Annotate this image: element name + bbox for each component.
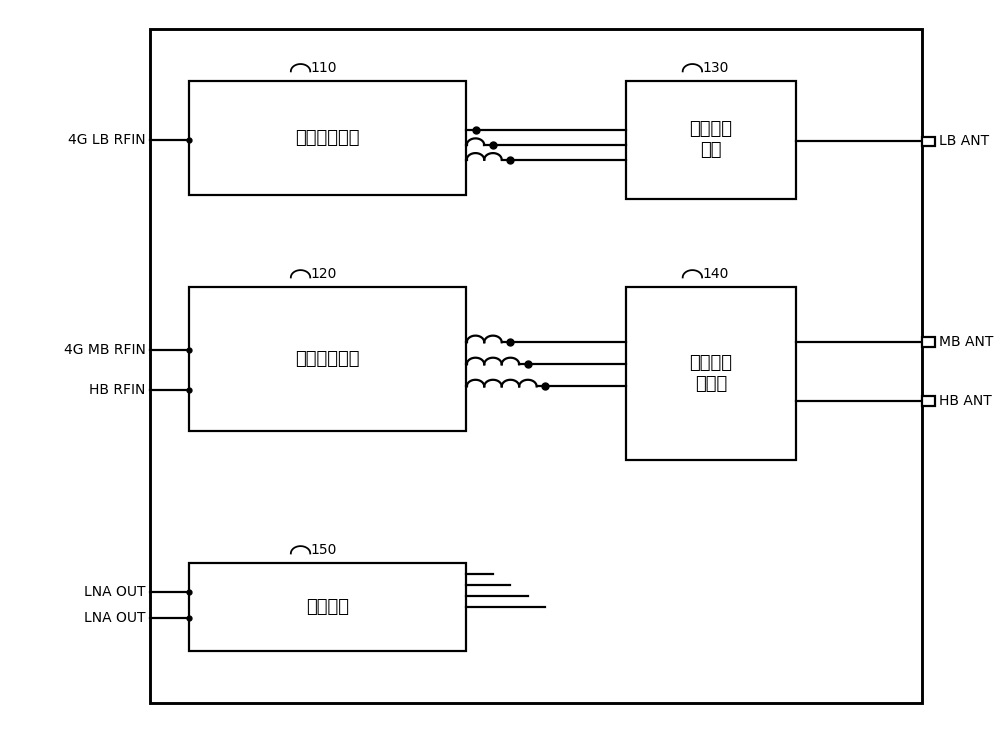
Text: HB RFIN: HB RFIN (89, 383, 146, 397)
FancyBboxPatch shape (189, 81, 466, 195)
Text: 4G LB RFIN: 4G LB RFIN (68, 132, 146, 147)
FancyBboxPatch shape (922, 337, 935, 347)
Text: 低频开关
电路: 低频开关 电路 (689, 121, 732, 159)
Text: LB ANT: LB ANT (939, 134, 989, 149)
Text: 150: 150 (310, 543, 337, 557)
FancyBboxPatch shape (626, 81, 796, 199)
Text: 4G MB RFIN: 4G MB RFIN (64, 342, 146, 357)
Text: 接收模块: 接收模块 (306, 598, 349, 616)
Text: LNA OUT: LNA OUT (84, 611, 146, 626)
FancyBboxPatch shape (150, 29, 922, 703)
FancyBboxPatch shape (626, 287, 796, 460)
Text: 中高频开
关电路: 中高频开 关电路 (689, 354, 732, 393)
FancyBboxPatch shape (922, 136, 935, 146)
Text: 110: 110 (310, 61, 337, 75)
Text: 120: 120 (310, 267, 337, 281)
Text: 140: 140 (702, 267, 728, 281)
Text: 130: 130 (702, 61, 728, 75)
Text: MB ANT: MB ANT (939, 335, 994, 350)
FancyBboxPatch shape (922, 396, 935, 406)
Text: 第二发射模块: 第二发射模块 (295, 350, 360, 368)
Text: 第一发射模块: 第一发射模块 (295, 129, 360, 147)
FancyBboxPatch shape (189, 287, 466, 431)
Text: LNA OUT: LNA OUT (84, 585, 146, 600)
Text: HB ANT: HB ANT (939, 394, 992, 408)
FancyBboxPatch shape (189, 563, 466, 651)
